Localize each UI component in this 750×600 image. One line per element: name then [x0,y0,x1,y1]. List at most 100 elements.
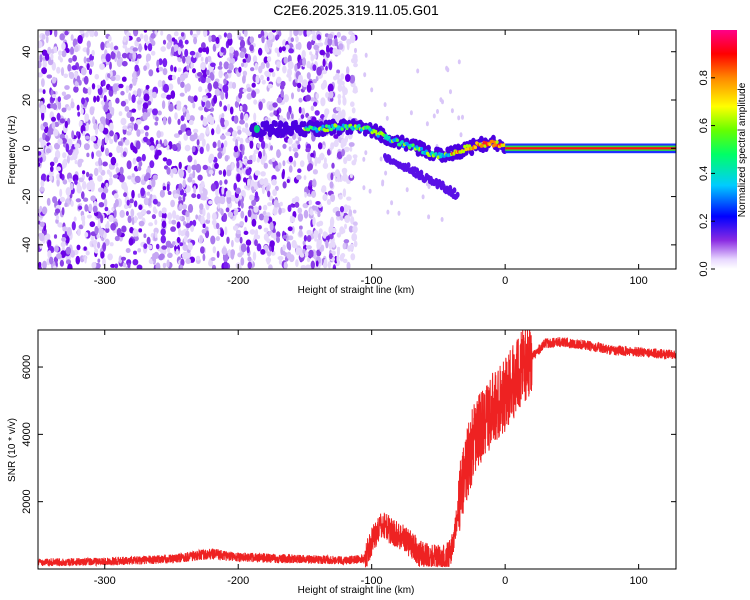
noise-speck [132,51,137,60]
noise-speck [213,94,218,104]
noise-speck [60,67,65,76]
noise-speck [86,46,90,56]
noise-speck [306,235,312,242]
noise-speck [89,221,96,228]
noise-speck [96,234,100,239]
noise-speck [282,143,287,149]
noise-speck [202,69,208,78]
noise-speck [189,50,196,56]
noise-speck [224,119,229,127]
noise-speck [283,94,290,103]
signal-core [329,127,333,132]
noise-speck [342,173,348,182]
noise-speck [212,246,216,254]
noise-speck [312,79,318,84]
noise-speck [134,175,141,183]
noise-speck [170,90,176,99]
noise-speck [279,201,283,207]
noise-speck [42,121,48,128]
noise-speck [267,202,273,207]
noise-speck [254,191,259,199]
noise-speck [208,169,214,175]
noise-speck [229,106,234,115]
signal-core [465,144,469,148]
noise-speck [289,215,293,223]
noise-speck [139,33,144,40]
noise-speck [182,179,186,188]
noise-speck [293,160,297,168]
noise-speck [193,185,197,194]
noise-speck [42,60,47,69]
noise-speck [120,256,127,261]
noise-speck [113,193,119,199]
noise-speck [191,164,197,171]
noise-speck [152,198,158,205]
noise-speck [223,32,227,38]
noise-speck [238,264,242,269]
noise-speck [239,143,243,152]
noise-speck [41,67,47,75]
noise-speck [350,253,356,261]
noise-speck [193,36,198,45]
noise-speck [200,215,205,225]
noise-speck [109,61,112,70]
signal-core [323,128,327,133]
noise-speck [103,198,108,208]
noise-speck [81,97,85,105]
noise-speck [47,250,52,259]
noise-speck [143,175,149,182]
noise-speck [39,187,45,192]
noise-speck [110,50,116,60]
noise-speck [427,214,431,220]
noise-speck [236,125,242,131]
noise-speck [134,215,138,224]
noise-speck [64,120,69,129]
noise-speck [132,259,139,266]
noise-speck [41,78,45,88]
noise-speck [125,211,129,216]
noise-speck [129,226,134,234]
signal-core [357,123,361,128]
noise-speck [143,136,148,143]
noise-speck [166,167,171,175]
noise-speck [86,214,92,219]
noise-speck [297,30,303,36]
noise-speck [108,35,112,42]
noise-speck [54,121,60,128]
noise-speck [222,212,228,222]
noise-speck [147,43,153,52]
signal-core [490,139,494,144]
noise-speck [205,126,210,135]
noise-speck [51,61,56,71]
noise-speck [340,253,346,258]
noise-speck [297,137,302,142]
noise-speck [325,52,330,58]
noise-speck [352,209,357,214]
noise-speck [278,46,283,53]
noise-speck [246,130,252,136]
noise-speck [306,30,311,37]
noise-speck [157,110,162,116]
noise-speck [132,157,137,165]
noise-speck [335,106,342,112]
noise-speck [166,183,170,192]
noise-speck [331,241,336,248]
noise-speck [349,243,354,252]
signal-halo [479,135,484,143]
noise-speck [51,94,57,99]
noise-speck [246,93,253,100]
noise-speck [260,61,266,70]
noise-speck [75,198,82,203]
signal-core [332,126,336,130]
noise-speck [200,61,207,71]
noise-speck [133,123,138,131]
noise-speck [276,231,281,238]
noise-speck [222,253,229,263]
noise-speck [89,106,95,116]
noise-speck [131,77,138,84]
noise-speck [78,205,83,210]
noise-speck [170,199,176,208]
noise-speck [142,111,148,121]
spectrogram-y-label: Frequency (Hz) [7,116,18,185]
noise-speck [141,153,146,162]
